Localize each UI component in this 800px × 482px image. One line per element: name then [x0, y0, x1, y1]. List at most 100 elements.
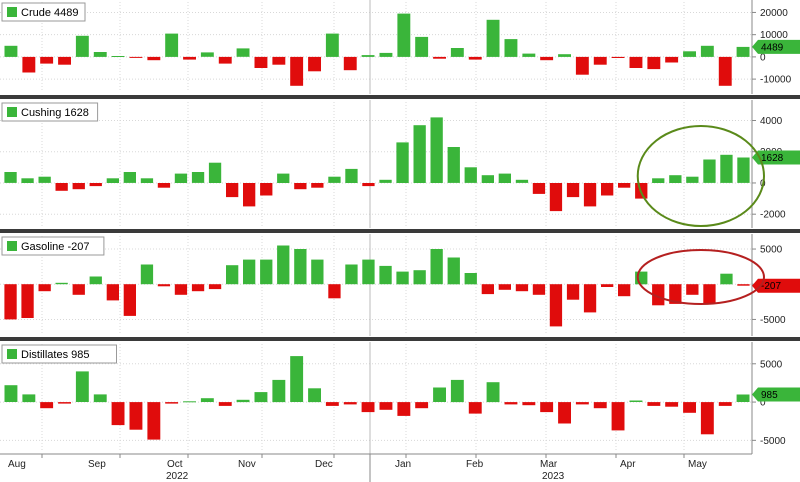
bar: [72, 284, 85, 295]
bar: [652, 178, 665, 183]
bar: [396, 142, 409, 183]
x-tick-month: Dec: [315, 459, 333, 470]
bar: [415, 402, 429, 409]
bar: [106, 284, 119, 301]
bar: [575, 402, 589, 405]
bar: [165, 402, 179, 404]
bar: [140, 178, 154, 183]
bar: [294, 249, 307, 285]
bar: [191, 172, 205, 183]
bar: [566, 284, 580, 300]
bar: [601, 284, 614, 287]
bar: [129, 56, 143, 58]
bar: [328, 176, 341, 183]
bar: [433, 387, 446, 402]
bar: [277, 245, 290, 285]
bar: [129, 402, 143, 430]
bar: [40, 402, 54, 409]
panel-title: Distillates 985: [1, 344, 117, 364]
bar: [290, 56, 304, 86]
bar: [498, 284, 511, 290]
bar: [618, 183, 631, 188]
bar: [243, 183, 256, 207]
bar: [345, 264, 358, 285]
title-box: [1, 102, 99, 122]
bar: [140, 264, 154, 285]
bar: [191, 284, 205, 292]
bar: [583, 284, 597, 313]
bar: [566, 183, 580, 198]
bar: [737, 157, 750, 183]
bar: [58, 56, 71, 65]
last-value-label: 4489: [761, 42, 784, 53]
highlight-ellipse: [636, 249, 766, 305]
bar: [183, 401, 196, 403]
last-value-badge: [752, 150, 800, 165]
bar: [379, 52, 393, 57]
bar: [629, 400, 643, 402]
bar: [290, 356, 304, 402]
bar: [75, 35, 89, 57]
bar: [450, 48, 464, 57]
bar: [111, 402, 125, 426]
bar: [243, 259, 256, 285]
bar: [593, 402, 607, 409]
y-tick-label: 4000: [760, 116, 783, 127]
panel-separator: [0, 229, 800, 233]
bar: [157, 284, 171, 287]
bar: [396, 271, 409, 285]
bar: [22, 56, 36, 73]
bar: [515, 179, 529, 183]
bar: [450, 379, 464, 403]
bar: [4, 45, 18, 57]
bar: [260, 259, 273, 285]
x-tick-month: Aug: [8, 459, 26, 470]
bar: [4, 172, 17, 183]
bar: [362, 183, 375, 187]
bar: [174, 284, 188, 295]
last-value-badge: [752, 39, 800, 54]
panel-separator: [0, 337, 800, 341]
bar: [111, 56, 125, 57]
bar: [515, 284, 529, 292]
bar: [481, 175, 494, 183]
bar: [665, 402, 679, 407]
highlight-ellipse: [636, 125, 766, 227]
panel-1: 20000 10000 0 -10000 4489 Crude 4489: [0, 0, 800, 94]
bar: [629, 56, 643, 68]
x-tick-month: Sep: [88, 459, 106, 470]
bar: [226, 265, 239, 285]
bar: [361, 402, 375, 413]
bar: [254, 56, 268, 68]
bar: [236, 48, 250, 57]
bar: [174, 173, 188, 183]
bar: [618, 284, 631, 297]
panel-title: Cushing 1628: [1, 102, 99, 122]
bar: [55, 183, 68, 191]
bar: [549, 183, 563, 212]
bar: [157, 183, 171, 188]
bar: [93, 52, 107, 57]
bar: [665, 56, 679, 63]
bar: [75, 371, 89, 402]
bar: [703, 284, 716, 304]
bar: [89, 276, 102, 285]
bar: [260, 183, 273, 196]
x-tick-month: Feb: [466, 459, 484, 470]
bar: [218, 56, 232, 64]
bar: [700, 45, 714, 57]
panel-title: Gasoline -207: [1, 236, 105, 256]
bar: [106, 178, 119, 183]
x-axis: Aug Sep Oct Nov Dec Jan Feb Mar Apr May 2022 2023: [0, 453, 752, 482]
bar: [93, 394, 107, 403]
bar: [532, 183, 546, 194]
y-tick-label: 5000: [760, 359, 783, 370]
bar: [468, 56, 482, 60]
bar: [464, 167, 477, 183]
bar: [4, 284, 17, 320]
bar: [308, 388, 321, 403]
x-tick-month: Oct: [167, 459, 183, 470]
bar: [700, 402, 714, 435]
bar: [200, 52, 214, 57]
